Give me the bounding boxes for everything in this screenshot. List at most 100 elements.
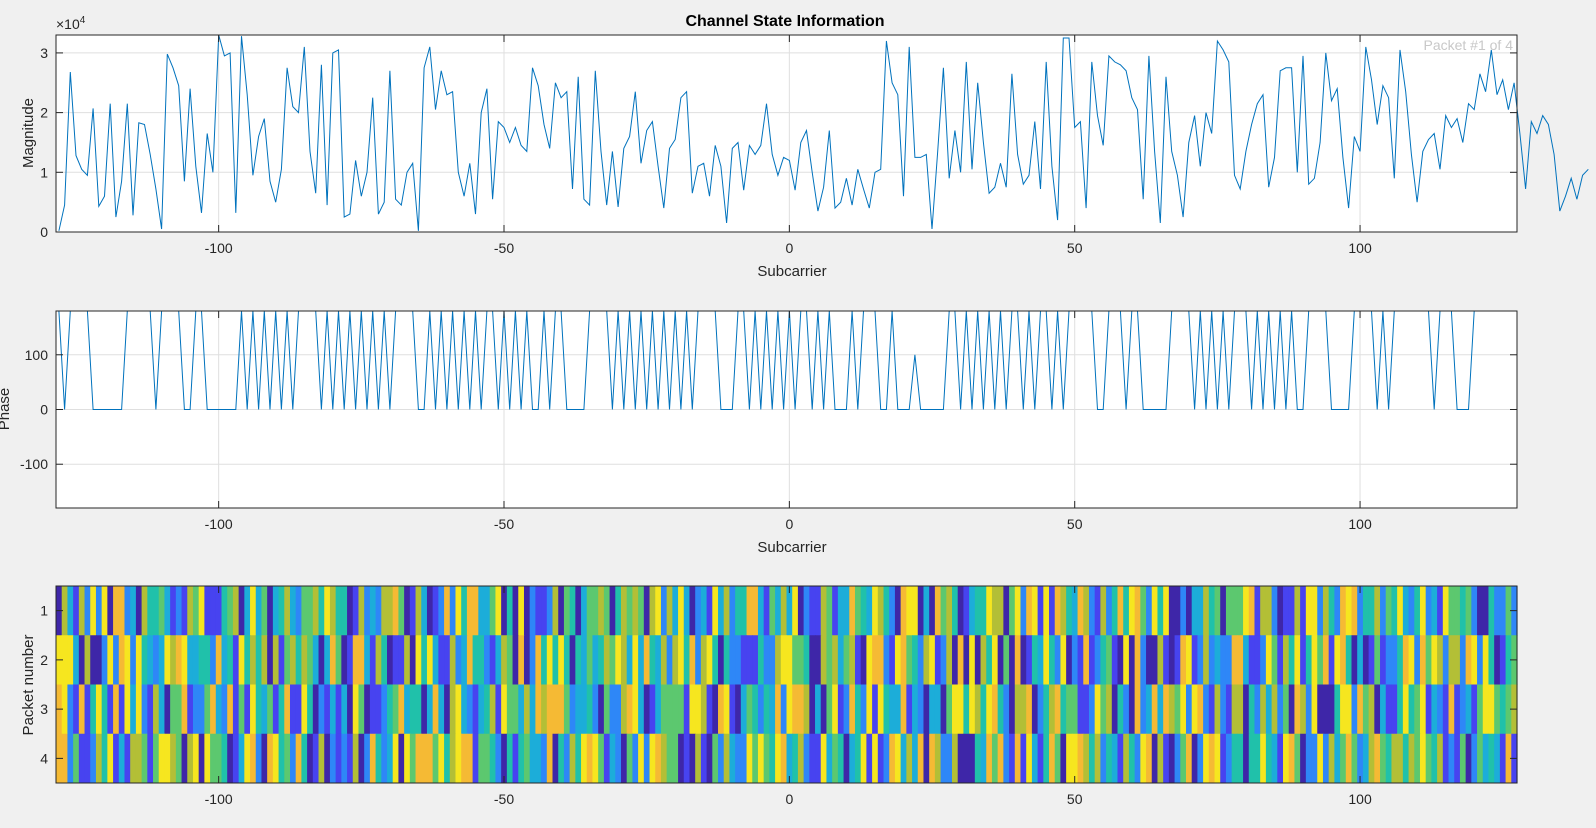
heatmap-cell — [1163, 635, 1170, 685]
heatmap-cell — [946, 684, 953, 735]
heatmap-cell — [569, 635, 576, 685]
heatmap-cell — [244, 684, 251, 735]
heatmap-cell — [689, 684, 696, 735]
heatmap-cell — [130, 684, 137, 735]
heatmap-cell — [255, 733, 263, 784]
heatmap-cell — [1374, 733, 1381, 784]
heatmap-cell — [506, 733, 514, 784]
heatmap-cell — [746, 733, 753, 784]
heatmap-cell — [1254, 635, 1261, 685]
heatmap-cell — [586, 733, 594, 784]
heatmap-cell — [1225, 635, 1233, 685]
heatmap-cell — [678, 586, 685, 636]
heatmap-cell — [974, 635, 982, 685]
magnitude-plot-area — [56, 35, 1517, 232]
heatmap-cell — [278, 635, 285, 685]
heatmap-cell — [872, 635, 879, 685]
heatmap-cell — [917, 586, 925, 636]
heatmap-cell — [820, 586, 828, 636]
heatmap-cell — [1465, 635, 1472, 685]
heatmap-cell — [1071, 635, 1079, 685]
heatmap-cell — [1334, 684, 1341, 735]
heatmap-cell — [1049, 733, 1056, 784]
heatmap-cell — [872, 684, 879, 735]
heatmap-cell — [1220, 733, 1227, 784]
heatmap-cell — [358, 635, 365, 685]
heatmap-cell — [369, 635, 377, 685]
heatmap-cell — [940, 635, 947, 685]
heatmap-cell — [1351, 684, 1358, 735]
heatmap-cell — [912, 733, 919, 784]
heatmap-cell — [718, 635, 725, 685]
heatmap-cell — [837, 586, 845, 636]
heatmap-cell — [501, 635, 508, 685]
heatmap-cell — [1060, 586, 1067, 636]
heatmap-cell — [238, 733, 245, 784]
heatmap-cell — [906, 586, 913, 636]
heatmap-cell — [1123, 586, 1130, 636]
heatmap-cell — [1288, 586, 1296, 636]
heatmap-cell — [227, 586, 234, 636]
heatmap-cell — [894, 684, 902, 735]
heatmap-cell — [523, 635, 531, 685]
heatmap-cell — [883, 586, 890, 636]
heatmap-cell — [278, 733, 285, 784]
heatmap-cell — [940, 733, 947, 784]
heatmap-cell — [1408, 586, 1415, 636]
heatmap-cell — [552, 733, 559, 784]
heatmap-cell — [558, 684, 565, 735]
heatmap-cell — [1391, 733, 1398, 784]
heatmap-cell — [198, 635, 205, 685]
heatmap-axes-box — [55, 585, 1518, 784]
heatmap-cell — [1014, 635, 1022, 685]
heatmap-cell — [1134, 586, 1141, 636]
heatmap-cell — [763, 733, 770, 784]
heatmap-cell — [73, 586, 80, 636]
heatmap-cell — [837, 733, 845, 784]
heatmap-cell — [301, 586, 308, 636]
heatmap-cell — [1322, 586, 1330, 636]
heatmap-cell — [1191, 635, 1199, 685]
heatmap-cell — [649, 733, 656, 784]
heatmap-cell — [1014, 684, 1022, 735]
heatmap-cell — [1231, 586, 1238, 636]
heatmap-cell — [1157, 586, 1164, 636]
heatmap-cell — [1066, 635, 1073, 685]
heatmap-cell — [472, 733, 479, 784]
heatmap-cell — [101, 684, 108, 735]
heatmap-cell — [541, 586, 548, 636]
heatmap-cell — [232, 733, 240, 784]
heatmap-cell — [1146, 733, 1153, 784]
heatmap-cell — [569, 684, 576, 735]
heatmap-cell — [181, 684, 188, 735]
heatmap-cell — [740, 635, 748, 685]
heatmap-cell — [1317, 684, 1324, 735]
heatmap-cell — [392, 733, 400, 784]
heatmap-cell — [1419, 733, 1427, 784]
heatmap-cell — [1488, 635, 1495, 685]
x-tick-label: -100 — [205, 240, 233, 256]
heatmap-cell — [991, 586, 999, 636]
heatmap-cell — [826, 684, 833, 735]
phase-axes: -100 -50 0 50 100 -100 0 100 Subcarrier Phase — [0, 310, 1518, 556]
heatmap-cell — [563, 733, 571, 784]
heatmap-cell — [912, 635, 919, 685]
heatmap-cell — [175, 684, 183, 735]
heatmap-cell — [832, 684, 839, 735]
heatmap-cell — [455, 733, 462, 784]
heatmap-cell — [752, 684, 759, 735]
heatmap-cell — [341, 733, 348, 784]
heatmap-cell — [1140, 684, 1147, 735]
heatmap-cell — [643, 684, 651, 735]
heatmap-cell — [375, 586, 382, 636]
heatmap-cell — [1374, 586, 1381, 636]
heatmap-cell — [889, 586, 896, 636]
heatmap-cell — [1037, 684, 1044, 735]
heatmap-cell — [1465, 684, 1472, 735]
heatmap-cell — [638, 733, 645, 784]
heatmap-cell — [1499, 684, 1507, 735]
heatmap-cell — [609, 733, 616, 784]
heatmap-cell — [449, 635, 457, 685]
heatmap-cell — [495, 635, 502, 685]
heatmap-cell — [1494, 733, 1501, 784]
